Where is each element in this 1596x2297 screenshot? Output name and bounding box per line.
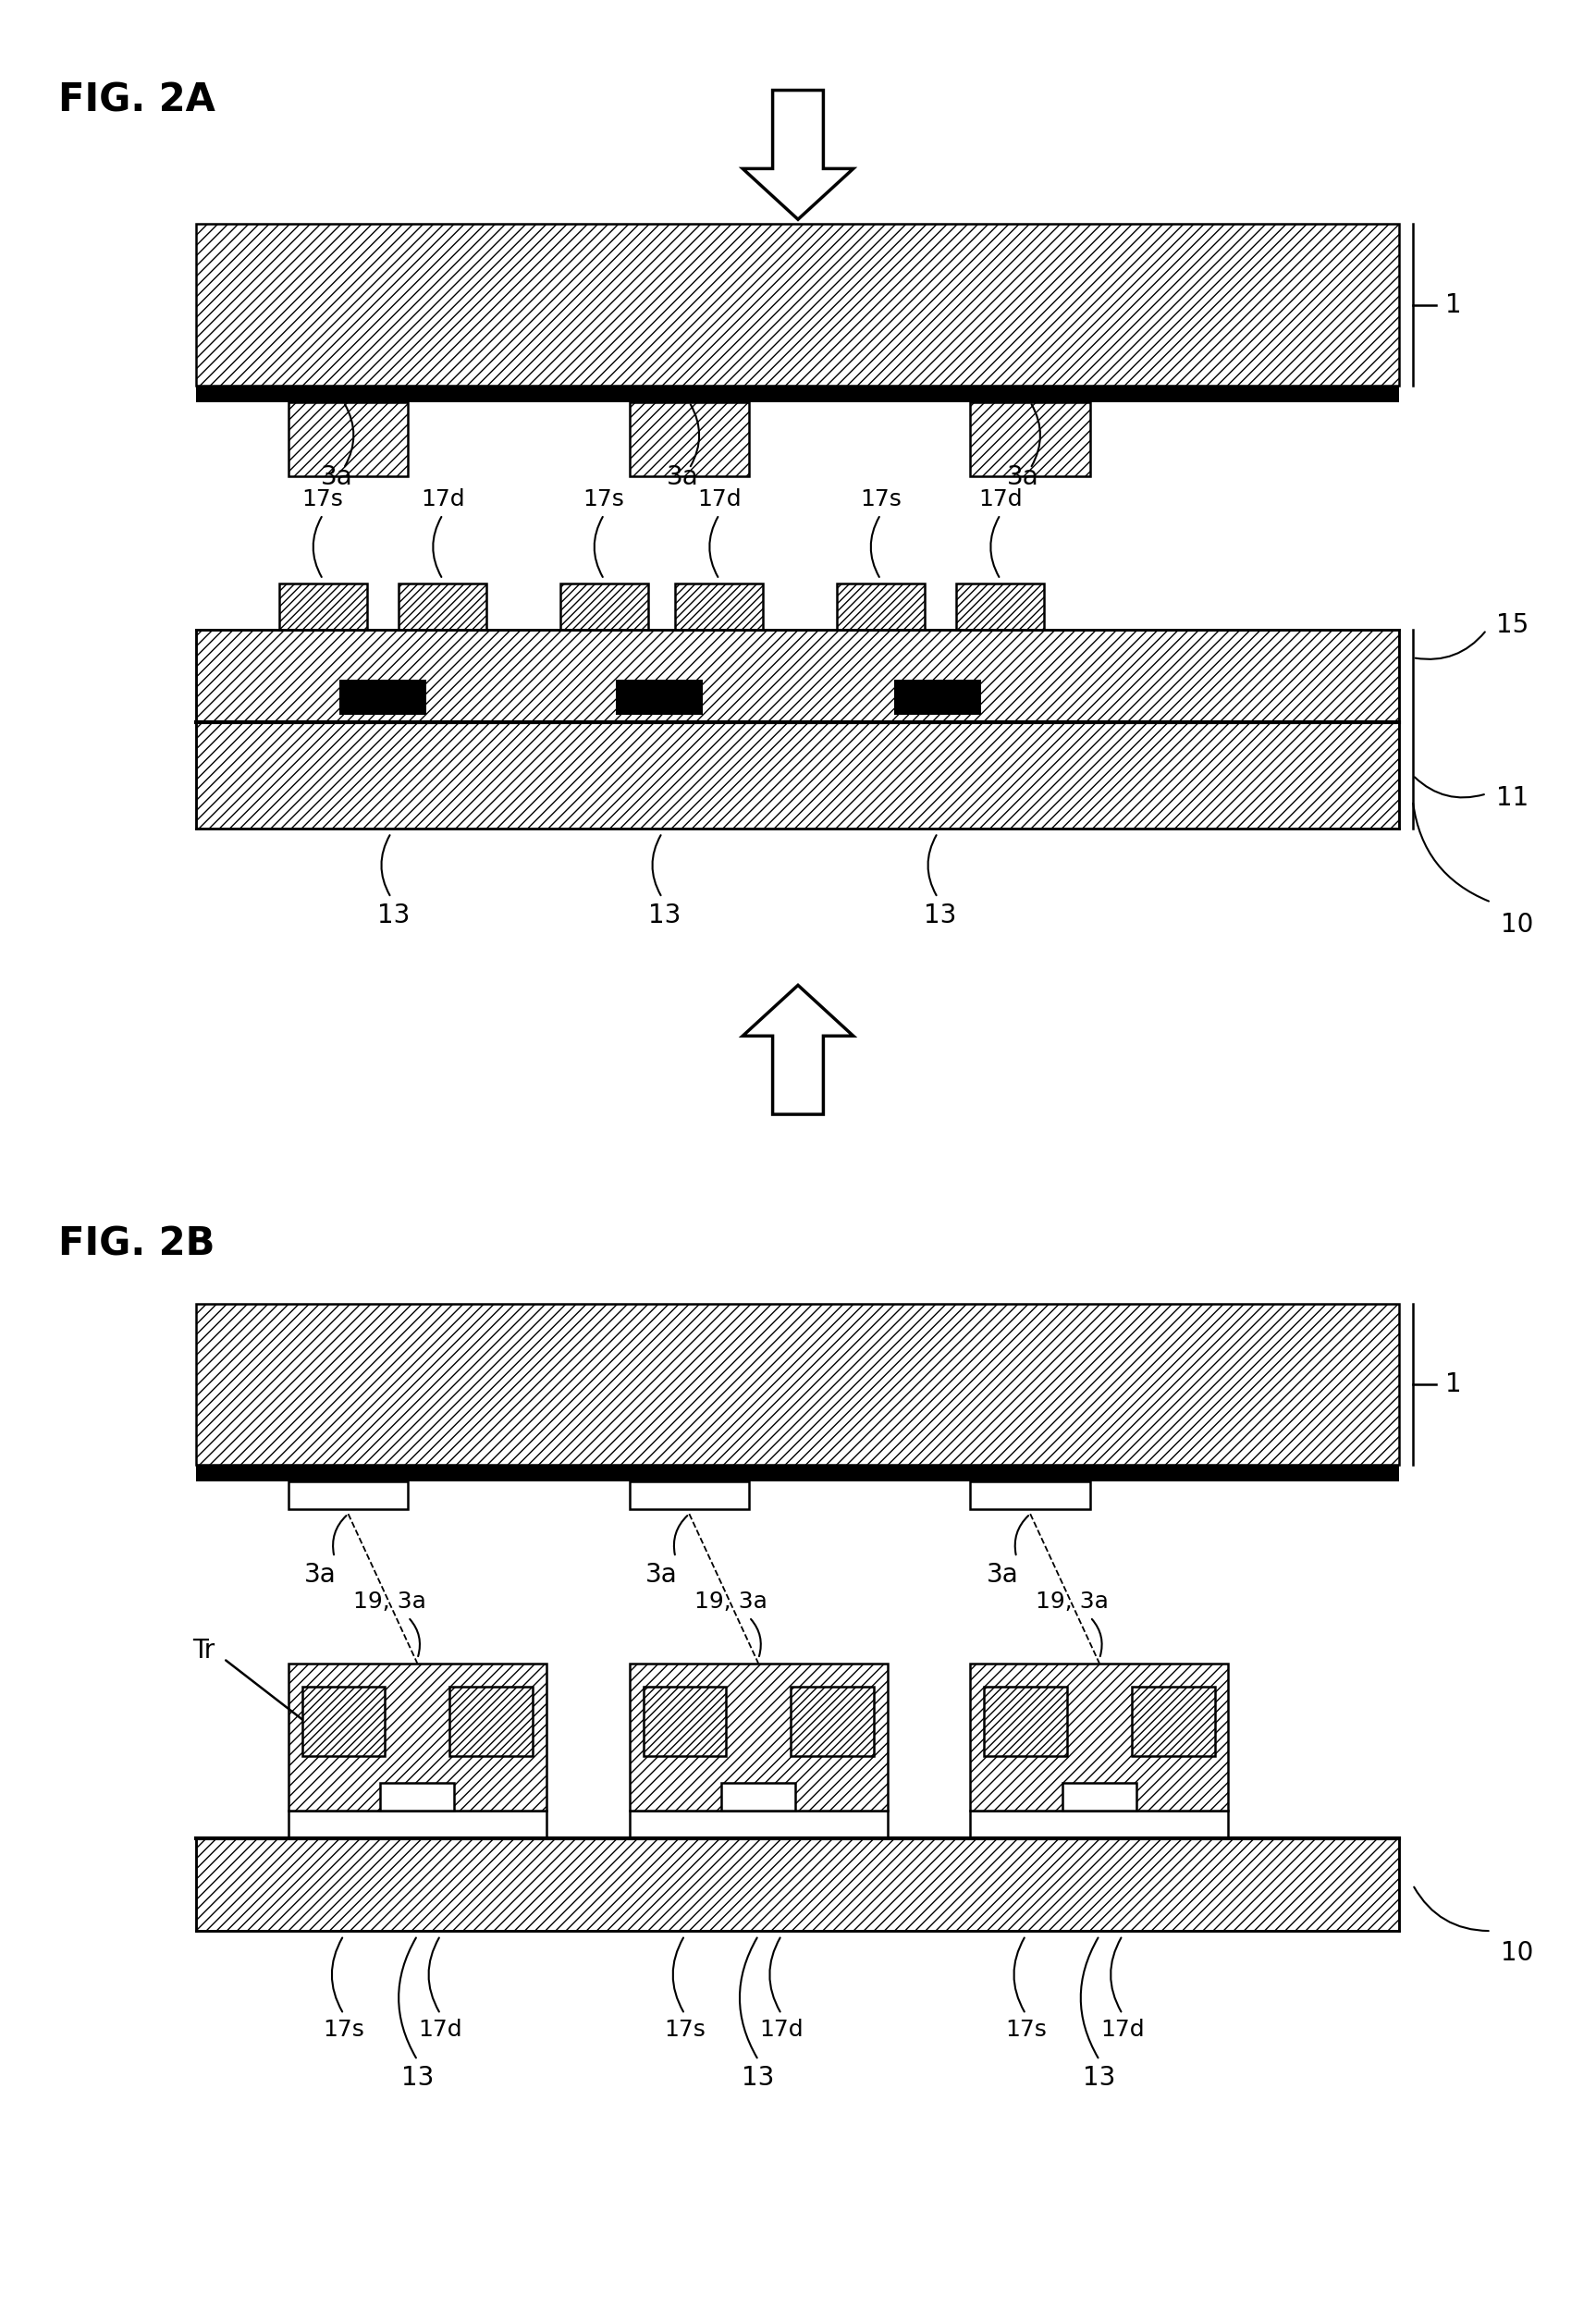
Bar — [675, 583, 763, 629]
Bar — [380, 1782, 455, 1810]
Bar — [338, 680, 426, 714]
Bar — [790, 1686, 873, 1755]
Text: 17d: 17d — [697, 487, 741, 510]
Text: 17s: 17s — [1005, 2019, 1047, 2040]
Bar — [196, 225, 1400, 386]
Polygon shape — [742, 90, 854, 221]
Text: 11: 11 — [1495, 786, 1529, 811]
Text: 13: 13 — [1084, 2065, 1116, 2090]
Text: 3a: 3a — [321, 464, 353, 489]
Bar — [985, 1686, 1068, 1755]
Bar — [289, 1810, 546, 1838]
Bar — [836, 583, 924, 629]
Text: 13: 13 — [924, 903, 956, 928]
Text: 19, 3a: 19, 3a — [694, 1590, 768, 1612]
Bar — [196, 629, 1400, 721]
Text: 1: 1 — [1444, 1371, 1462, 1397]
Bar — [279, 583, 367, 629]
Text: 17s: 17s — [302, 487, 343, 510]
Text: 17s: 17s — [664, 2019, 705, 2040]
Bar — [629, 1810, 887, 1838]
Text: 13: 13 — [742, 2065, 774, 2090]
Bar — [970, 1482, 1090, 1509]
Text: 13: 13 — [401, 2065, 434, 2090]
Text: 10: 10 — [1500, 912, 1534, 937]
Bar — [970, 1810, 1229, 1838]
Text: 3a: 3a — [986, 1562, 1018, 1587]
Text: 17d: 17d — [418, 2019, 463, 2040]
Bar — [289, 402, 409, 475]
Text: 13: 13 — [377, 903, 410, 928]
Text: 3a: 3a — [666, 464, 699, 489]
Text: 17s: 17s — [860, 487, 902, 510]
Bar — [560, 583, 648, 629]
Text: 17d: 17d — [978, 487, 1023, 510]
Bar — [1063, 1782, 1136, 1810]
Text: FIG. 2B: FIG. 2B — [57, 1224, 214, 1263]
Bar — [196, 1302, 1400, 1465]
Bar — [721, 1782, 795, 1810]
Bar — [629, 1663, 887, 1810]
Text: 3a: 3a — [305, 1562, 337, 1587]
Text: 17s: 17s — [583, 487, 624, 510]
Bar — [289, 1482, 409, 1509]
Text: 15: 15 — [1495, 613, 1529, 639]
Text: FIG. 2A: FIG. 2A — [57, 80, 215, 119]
Bar — [302, 1686, 385, 1755]
Bar — [399, 583, 487, 629]
Bar — [616, 680, 704, 714]
Text: 19, 3a: 19, 3a — [1036, 1590, 1108, 1612]
Bar — [894, 680, 982, 714]
Text: 17s: 17s — [322, 2019, 364, 2040]
Text: 3a: 3a — [645, 1562, 678, 1587]
Bar — [289, 1663, 546, 1810]
Text: 17d: 17d — [760, 2019, 803, 2040]
Bar — [196, 386, 1400, 402]
Polygon shape — [742, 985, 854, 1114]
Bar — [196, 1838, 1400, 1932]
Text: 3a: 3a — [1007, 464, 1039, 489]
Bar — [1132, 1686, 1215, 1755]
Bar — [629, 402, 749, 475]
Text: 19, 3a: 19, 3a — [353, 1590, 426, 1612]
Bar — [643, 1686, 726, 1755]
Bar — [970, 402, 1090, 475]
Bar — [970, 1663, 1229, 1810]
Bar — [629, 1482, 749, 1509]
Bar — [956, 583, 1044, 629]
Text: 17d: 17d — [421, 487, 464, 510]
Bar — [450, 1686, 533, 1755]
Bar — [196, 721, 1400, 829]
Text: 1: 1 — [1444, 292, 1462, 317]
Bar — [196, 1465, 1400, 1482]
Text: 10: 10 — [1500, 1941, 1534, 1966]
Text: 17d: 17d — [1100, 2019, 1144, 2040]
Text: 13: 13 — [648, 903, 681, 928]
Text: Tr: Tr — [192, 1638, 214, 1663]
